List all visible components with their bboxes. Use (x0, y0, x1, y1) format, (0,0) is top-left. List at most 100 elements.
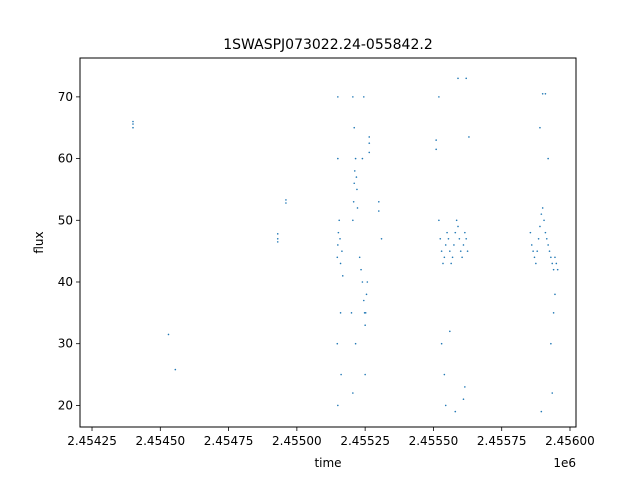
data-point (352, 96, 354, 98)
data-point (556, 268, 559, 271)
data-point (361, 157, 364, 160)
data-point (552, 268, 555, 271)
data-point (339, 262, 342, 265)
x-tick-label: 2.45600 (545, 434, 595, 448)
data-point (339, 238, 341, 240)
data-point (536, 250, 539, 252)
data-point (337, 244, 339, 246)
data-point (439, 238, 442, 240)
y-tick-label: 40 (58, 275, 73, 289)
x-axis-offset-label: 1e6 (553, 456, 576, 470)
data-point (544, 231, 547, 234)
data-point (455, 219, 458, 222)
data-point (451, 256, 454, 259)
data-point (550, 256, 552, 259)
data-point (543, 219, 545, 222)
data-point (554, 293, 556, 296)
data-point (440, 342, 443, 345)
data-point (449, 250, 451, 252)
data-point (353, 126, 356, 129)
x-tick-label: 2.45500 (272, 434, 322, 448)
data-point (547, 244, 549, 246)
data-point (378, 200, 380, 203)
data-point (355, 176, 358, 178)
data-point (532, 250, 534, 252)
plot-area (80, 58, 576, 427)
data-point (339, 312, 342, 314)
data-point (350, 312, 353, 314)
data-point (540, 213, 543, 215)
x-tick-label: 2.45450 (135, 434, 185, 448)
y-tick-label: 20 (58, 398, 73, 412)
data-point (449, 330, 451, 333)
data-point (465, 238, 468, 240)
data-point (285, 202, 287, 204)
data-point (336, 342, 339, 345)
y-tick-label: 30 (58, 337, 73, 351)
data-points (132, 77, 559, 413)
data-point (462, 244, 465, 246)
data-point (364, 324, 366, 326)
data-point (454, 410, 457, 413)
data-point (547, 157, 549, 160)
x-tick-label: 2.45525 (340, 434, 390, 448)
data-point (362, 299, 365, 302)
data-point (352, 219, 354, 222)
data-point (364, 373, 366, 376)
data-point (337, 404, 339, 407)
data-point (454, 231, 457, 234)
data-point (354, 157, 357, 160)
data-point (444, 404, 447, 407)
data-point (465, 77, 468, 80)
data-point (447, 238, 450, 240)
data-point (533, 256, 536, 259)
data-point (550, 342, 552, 345)
data-point (364, 312, 367, 314)
data-point (466, 250, 469, 252)
data-point (554, 256, 556, 259)
x-tick-label: 2.45425 (67, 434, 117, 448)
data-point (438, 219, 440, 222)
data-point (464, 231, 466, 234)
data-point (457, 77, 459, 80)
data-point (132, 123, 134, 125)
data-point (365, 293, 368, 296)
data-point (457, 225, 459, 228)
data-point (530, 244, 533, 246)
data-point (132, 120, 134, 123)
data-point (353, 170, 356, 172)
data-point (356, 188, 358, 191)
data-point (458, 238, 461, 240)
data-point (442, 262, 444, 265)
x-axis-ticks: 2.45425 2.45450 2.45475 2.45500 2.45525 2.455… (67, 427, 595, 448)
data-point (535, 262, 537, 265)
data-point (337, 96, 339, 98)
data-point (453, 244, 455, 246)
data-point (337, 231, 340, 234)
data-point (276, 233, 279, 235)
y-tick-label: 60 (58, 152, 73, 166)
y-axis-label: flux (32, 231, 46, 253)
data-point (555, 262, 558, 265)
data-point (541, 207, 544, 209)
data-point (548, 250, 551, 252)
chart-title: 1SWASPJ073022.24-055842.2 (223, 37, 432, 53)
data-point (443, 373, 446, 376)
y-tick-label: 50 (58, 213, 73, 227)
data-point (336, 256, 339, 259)
data-point (541, 92, 544, 95)
data-point (362, 96, 365, 98)
x-tick-label: 2.45475 (204, 434, 254, 448)
data-point (360, 268, 362, 271)
data-point (544, 92, 547, 95)
data-point (464, 386, 466, 388)
data-point (545, 238, 548, 240)
data-point (540, 410, 543, 413)
data-point (132, 126, 134, 129)
data-point (352, 392, 354, 394)
data-point (443, 256, 446, 259)
data-point (380, 238, 383, 240)
data-point (276, 241, 279, 243)
data-point (356, 207, 359, 209)
